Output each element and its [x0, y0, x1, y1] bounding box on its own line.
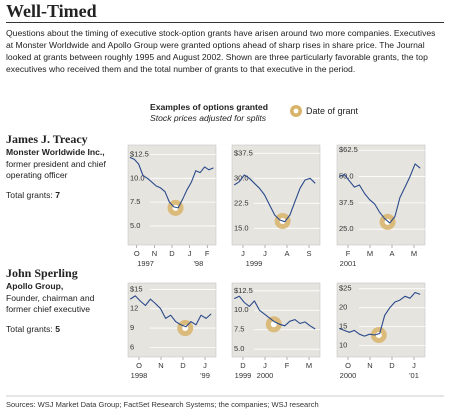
legend-grant-marker-center	[293, 108, 299, 114]
legend-title: Examples of options granted	[150, 102, 268, 112]
y-tick-label: $37.5	[234, 148, 253, 157]
y-tick-label: 37.5	[339, 198, 354, 207]
x-tick-label: M	[306, 361, 312, 370]
y-tick-label: 20	[339, 303, 347, 312]
year-label: 1999	[246, 259, 263, 268]
y-tick-label: 5.0	[130, 221, 140, 230]
year-label: '99	[200, 371, 210, 380]
legend-subtitle: Stock prices adjusted for splits	[150, 113, 267, 123]
title: Well-Timed	[6, 1, 97, 21]
executive-name: James J. Treacy	[6, 132, 88, 146]
total-value: 5	[55, 323, 60, 334]
y-tick-label: 9	[130, 323, 134, 332]
total-grants: Total grants: 5	[6, 324, 118, 336]
year-label: 2000	[340, 371, 357, 380]
x-tick-label: M	[367, 249, 373, 258]
x-tick-label: F	[346, 249, 351, 258]
x-tick-label: N	[158, 361, 163, 370]
y-tick-label: 7.5	[234, 325, 244, 334]
x-tick-label: D	[169, 249, 175, 258]
y-tick-label: 22.5	[234, 198, 249, 207]
price-line	[129, 156, 214, 209]
legend-grant-label: Date of grant	[306, 106, 359, 116]
x-tick-label: S	[306, 249, 311, 258]
y-tick-label: 10.0	[234, 305, 249, 314]
y-tick-label: 15	[339, 322, 347, 331]
x-tick-label: O	[345, 361, 351, 370]
y-tick-label: 12	[130, 304, 138, 313]
total-value: 7	[55, 189, 60, 200]
x-tick-label: J	[263, 249, 267, 258]
x-tick-label: D	[389, 361, 395, 370]
executive: John Sperling Apollo Group, Founder, cha…	[6, 266, 118, 335]
year-label: 1998	[131, 371, 148, 380]
x-tick-label: D	[240, 361, 246, 370]
x-tick-label: N	[367, 361, 372, 370]
y-tick-label: 10.0	[130, 173, 145, 182]
role: Founder, chairman and former chief execu…	[6, 292, 95, 315]
year-label: 1999	[235, 371, 252, 380]
x-tick-label: O	[136, 361, 142, 370]
y-tick-label: 7.5	[130, 197, 140, 206]
sources: Sources: WSJ Market Data Group; FactSet …	[6, 400, 319, 409]
price-line	[339, 291, 421, 337]
x-tick-label: J	[203, 361, 207, 370]
rule	[6, 22, 444, 23]
y-tick-label: 10	[339, 341, 347, 350]
plot-background	[336, 282, 426, 358]
role: former president and chief operating off…	[6, 158, 106, 181]
total-label: Total grants:	[6, 323, 53, 334]
x-tick-label: J	[241, 249, 245, 258]
company: Apollo Group,	[6, 281, 64, 291]
x-tick-label: M	[411, 249, 417, 258]
price-line	[129, 295, 212, 328]
x-tick-label: J	[412, 361, 416, 370]
y-tick-label: $15	[130, 284, 143, 293]
x-tick-label: O	[134, 249, 140, 258]
grant-marker-center	[375, 331, 382, 338]
plot-background	[127, 144, 217, 246]
x-tick-label: F	[205, 249, 210, 258]
total-grants: Total grants: 7	[6, 190, 118, 202]
x-tick-label: F	[285, 361, 290, 370]
year-label: 1997	[137, 259, 154, 268]
y-tick-label: 5.0	[234, 344, 244, 353]
intro: Questions about the timing of executive …	[6, 28, 436, 74]
company: Monster Worldwide Inc.,	[6, 147, 105, 157]
price-line	[233, 174, 316, 223]
y-tick-label: 30.0	[234, 173, 249, 182]
year-label: 2000	[257, 371, 274, 380]
total-label: Total grants:	[6, 189, 53, 200]
executive: James J. Treacy Monster Worldwide Inc., …	[6, 132, 118, 201]
price-line	[338, 163, 421, 224]
y-tick-label: 15.0	[234, 223, 249, 232]
x-tick-label: J	[263, 361, 267, 370]
executive-name: John Sperling	[6, 266, 78, 280]
y-tick-label: 25.0	[339, 224, 354, 233]
y-tick-label: 6	[130, 342, 134, 351]
y-tick-label: $25	[339, 284, 352, 293]
year-label: '01	[409, 371, 419, 380]
x-tick-label: D	[180, 361, 186, 370]
plot-background	[336, 144, 426, 246]
year-label: 2001	[340, 259, 357, 268]
plot-background	[127, 282, 217, 358]
x-tick-label: J	[188, 249, 192, 258]
x-tick-label: A	[284, 249, 289, 258]
x-tick-label: A	[389, 249, 394, 258]
x-tick-label: N	[152, 249, 157, 258]
y-tick-label: $12.5	[130, 150, 149, 159]
year-label: '98	[194, 259, 204, 268]
y-tick-label: $62.5	[339, 145, 358, 154]
y-tick-label: 50.0	[339, 172, 354, 181]
price-line	[233, 295, 316, 330]
y-tick-label: $12.5	[234, 286, 253, 295]
